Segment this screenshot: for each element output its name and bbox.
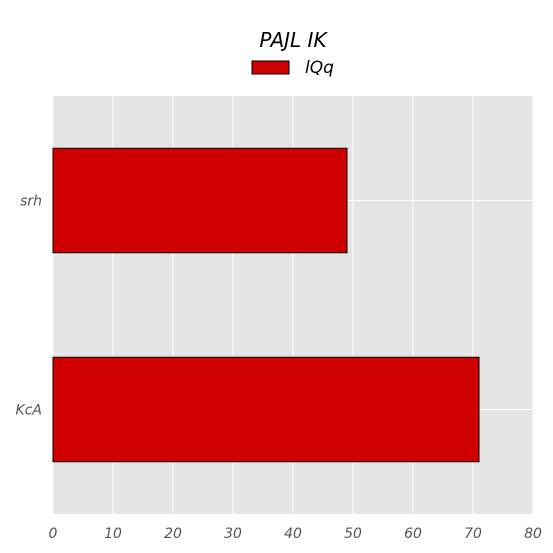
x-tick-label: 30 — [224, 526, 242, 542]
x-tick-label: 0 — [49, 526, 58, 542]
y-tick-labels: srh KcA — [16, 194, 42, 419]
x-tick-labels: 0 10 20 30 40 50 60 70 80 — [49, 526, 542, 542]
legend: lQq — [251, 58, 334, 78]
x-tick-label: 70 — [464, 526, 482, 542]
chart-title: PAJL IK — [259, 28, 328, 52]
legend-label: lQq — [305, 58, 334, 78]
x-tick-label: 60 — [404, 526, 422, 542]
y-tick-label: KcA — [16, 403, 42, 419]
bar-KcA — [52, 356, 480, 463]
x-tick-label: 40 — [284, 526, 302, 542]
x-tick-label: 50 — [344, 526, 362, 542]
x-tick-label: 10 — [104, 526, 122, 542]
x-tick-label: 20 — [164, 526, 182, 542]
x-tick-label: 80 — [524, 526, 542, 542]
bars — [52, 147, 480, 463]
y-tick-label: srh — [20, 194, 42, 210]
legend-swatch — [251, 60, 290, 75]
bar-srh — [52, 147, 348, 254]
